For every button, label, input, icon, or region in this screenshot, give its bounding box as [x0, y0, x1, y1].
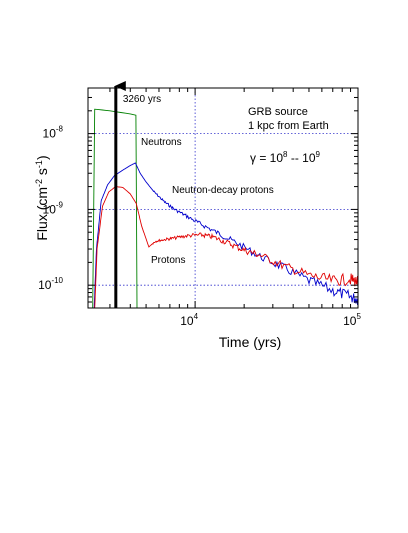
y-tick-label-1: 10-9 — [43, 200, 64, 216]
x-tick-label-0: 104 — [180, 312, 198, 328]
series-label-protons: Protons — [151, 255, 185, 266]
series-labels: Neutrons Neutron-decay protons Protons — [141, 137, 274, 266]
series-line-protons — [94, 186, 358, 308]
series-layer — [92, 108, 358, 308]
y-axis-label: Flux (cm-2 s-1) — [34, 155, 50, 240]
arrow-label: 3260 yrs — [123, 94, 161, 105]
x-axis-label: Time (yrs) — [219, 334, 281, 350]
tick-labels: 104 105 10-10 10-9 10-8 — [38, 125, 361, 328]
grid-lines — [88, 88, 358, 308]
annotation-source-line2: 1 kpc from Earth — [248, 120, 329, 132]
axis-ticks — [88, 87, 359, 308]
annotation-gamma: γ = 108 -- 109 — [250, 150, 321, 165]
series-label-neutrons: Neutrons — [141, 137, 182, 148]
y-tick-label-0: 10-10 — [38, 276, 63, 292]
x-tick-label-1: 105 — [343, 312, 361, 328]
series-line-neutron-decay-protons — [93, 162, 358, 308]
series-label-neutron-decay-protons: Neutron-decay protons — [172, 185, 274, 196]
annotation-source-line1: GRB source — [248, 106, 308, 118]
y-tick-label-2: 10-8 — [43, 125, 64, 141]
plot-frame — [87, 87, 359, 309]
